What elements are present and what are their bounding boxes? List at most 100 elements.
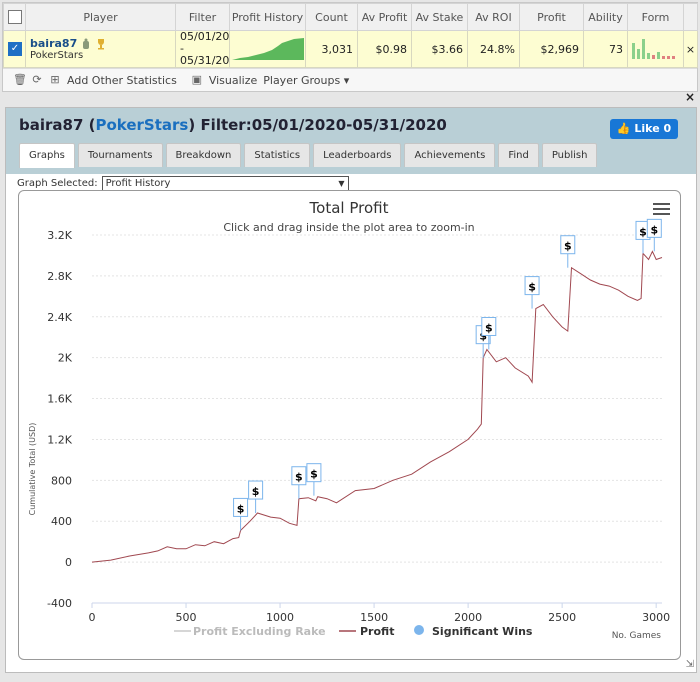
player-cell[interactable]: baira87 PokerStars <box>25 30 176 68</box>
header-profit[interactable]: Profit <box>519 3 584 31</box>
legend-profit[interactable]: Profit <box>360 625 394 638</box>
visualize-button[interactable]: Visualize <box>208 73 258 87</box>
add-statistics-icon[interactable]: ⊞ <box>50 73 60 86</box>
legend-rake[interactable]: Profit Excluding Rake <box>193 625 326 638</box>
tab-breakdown[interactable]: Breakdown <box>165 143 242 167</box>
header-ability[interactable]: Ability <box>583 3 628 31</box>
header-player[interactable]: Player <box>25 3 176 31</box>
tab-achievements[interactable]: Achievements <box>404 143 496 167</box>
flag-label: $ <box>650 223 658 236</box>
x-tick-label: 0 <box>89 611 96 624</box>
thumbs-up-icon: 👍 <box>616 122 631 135</box>
tab-statistics[interactable]: Statistics <box>244 143 311 167</box>
y-tick-label: -400 <box>47 597 72 610</box>
chart-grid <box>92 234 662 604</box>
chart-container[interactable]: Total Profit Click and drag inside the p… <box>18 190 681 660</box>
flag-box <box>524 276 540 296</box>
x-tick-label: 3000 <box>642 611 670 624</box>
significant-win-flag: $ <box>306 463 322 496</box>
select-all-checkbox[interactable] <box>7 10 22 24</box>
y-tick-label: 1.6K <box>47 393 72 406</box>
form-chart[interactable] <box>630 37 680 59</box>
flag-label: $ <box>564 240 572 253</box>
significant-win-flag: $ <box>646 218 662 252</box>
tab-find[interactable]: Find <box>498 143 539 167</box>
table-row[interactable]: ✓ baira87 PokerStars 05/01/2020 - 05/31/… <box>3 30 698 68</box>
form-cell[interactable] <box>627 30 684 68</box>
profit-history-sparkline[interactable] <box>232 36 304 60</box>
tab-publish[interactable]: Publish <box>541 143 598 167</box>
panel-close-button[interactable]: × <box>685 90 696 104</box>
trophy-icon <box>98 38 105 49</box>
results-table: Player Filter Profit History Count Av Pr… <box>3 3 698 68</box>
panel-player-name: baira87 <box>19 116 84 134</box>
row-remove-button[interactable]: × <box>683 30 698 68</box>
y-tick-label: 0 <box>65 556 72 569</box>
ability-cell: 73 <box>583 30 628 68</box>
player-name-link[interactable]: baira87 <box>30 37 78 50</box>
chart-title: Total Profit <box>309 199 389 217</box>
header-filter[interactable]: Filter <box>175 3 230 31</box>
flag-box <box>248 480 264 500</box>
av-roi-cell: 24.8% <box>467 30 520 68</box>
y-tick-label: 800 <box>51 474 72 487</box>
header-av-profit[interactable]: Av Profit <box>357 3 412 31</box>
av-profit-cell: $0.98 <box>357 30 412 68</box>
chevron-down-icon: ▼ <box>338 179 345 188</box>
y-tick-label: 2.4K <box>47 311 72 324</box>
header-av-stake[interactable]: Av Stake <box>411 3 468 31</box>
flag-label: $ <box>528 281 536 294</box>
resize-handle[interactable]: ⇲ <box>685 659 694 670</box>
panel-filter-text: Filter:05/01/2020-05/31/2020 <box>200 116 447 134</box>
x-tick-label: 500 <box>176 611 197 624</box>
y-tick-label: 2K <box>58 352 73 365</box>
x-tick-label: 2000 <box>454 611 482 624</box>
header-av-roi[interactable]: Av ROI <box>467 3 520 31</box>
like-button[interactable]: 👍 Like 0 <box>610 119 678 139</box>
tab-leaderboards[interactable]: Leaderboards <box>313 143 402 167</box>
chart-menu-icon[interactable] <box>653 203 670 218</box>
profit-history-sparkline-cell[interactable] <box>229 30 306 68</box>
flag-label: $ <box>310 468 318 481</box>
profit-series-line <box>91 250 663 563</box>
panel-title: baira87 (PokerStars) Filter:05/01/2020-0… <box>19 116 447 134</box>
visualize-icon[interactable]: ▣ <box>191 73 203 86</box>
chart-legend: Profit Excluding Rake Profit Significant… <box>174 625 533 638</box>
player-site: PokerStars <box>30 50 84 61</box>
y-tick-label: 400 <box>51 515 72 528</box>
trash-icon[interactable]: 🗑 <box>13 73 27 86</box>
header-form[interactable]: Form <box>627 3 684 31</box>
tab-graphs[interactable]: Graphs <box>19 143 75 168</box>
player-groups-dropdown[interactable]: Player Groups ▾ <box>263 73 350 87</box>
add-statistics-button[interactable]: Add Other Statistics <box>67 73 177 87</box>
significant-win-flag: $ <box>291 466 307 499</box>
chart-series <box>91 250 663 563</box>
flag-box <box>233 497 249 517</box>
flag-box <box>646 218 662 238</box>
panel-site-link[interactable]: PokerStars <box>95 116 189 134</box>
profit-chart[interactable]: Total Profit Click and drag inside the p… <box>19 191 680 659</box>
y-tick-label: 2.8K <box>47 270 72 283</box>
table-header-row: Player Filter Profit History Count Av Pr… <box>3 3 698 31</box>
bot-icon <box>83 38 90 49</box>
significant-win-flag: $ <box>560 235 576 268</box>
profit-cell: $2,969 <box>519 30 584 68</box>
significant-wins-markers: $$$ $$$$$$ $ <box>233 218 662 531</box>
select-all-header[interactable] <box>3 3 26 31</box>
tab-tournaments[interactable]: Tournaments <box>77 143 163 167</box>
row-select-cell[interactable]: ✓ <box>3 30 26 68</box>
header-profit-history[interactable]: Profit History <box>229 3 306 31</box>
flag-label: $ <box>639 225 647 238</box>
flag-label: $ <box>479 330 487 343</box>
header-count[interactable]: Count <box>305 3 358 31</box>
filter-cell: 05/01/2020 - 05/31/2020 <box>175 30 230 68</box>
panel-tabs: Graphs Tournaments Breakdown Statistics … <box>19 143 598 168</box>
flag-box <box>306 463 322 483</box>
flag-box <box>481 316 497 336</box>
row-checkbox[interactable]: ✓ <box>8 42 22 56</box>
flag-box <box>291 466 307 486</box>
refresh-icon[interactable]: ⟳ <box>32 73 42 86</box>
chart-subtitle: Click and drag inside the plot area to z… <box>223 221 474 234</box>
graph-select-dropdown[interactable]: Profit History ▼ <box>101 176 349 191</box>
legend-significant-wins[interactable]: Significant Wins <box>432 625 533 638</box>
